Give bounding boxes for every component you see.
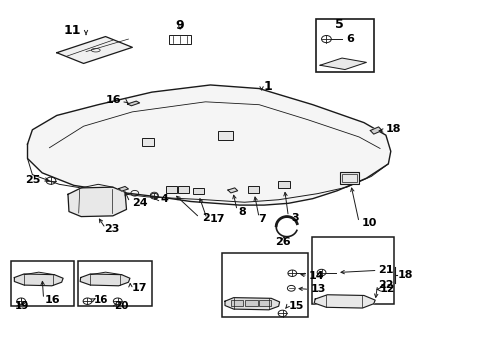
- Text: 9: 9: [176, 19, 184, 32]
- Polygon shape: [314, 295, 374, 308]
- Text: 24: 24: [132, 198, 148, 208]
- Polygon shape: [127, 101, 140, 106]
- Polygon shape: [369, 127, 381, 134]
- Bar: [169, 36, 190, 44]
- Polygon shape: [68, 187, 126, 217]
- Text: 3: 3: [290, 213, 298, 222]
- Polygon shape: [224, 298, 279, 310]
- Text: 16: 16: [44, 295, 60, 305]
- Bar: [221, 253, 308, 317]
- Text: 17: 17: [131, 283, 146, 293]
- Bar: [166, 186, 177, 193]
- Text: 11: 11: [63, 24, 81, 37]
- Text: 18: 18: [385, 124, 401, 134]
- Bar: [193, 188, 203, 194]
- Bar: [316, 19, 373, 72]
- Bar: [245, 300, 257, 306]
- Bar: [230, 300, 243, 306]
- Bar: [341, 174, 356, 182]
- Bar: [78, 261, 152, 306]
- Bar: [259, 300, 271, 306]
- Bar: [339, 172, 358, 184]
- Polygon shape: [80, 274, 130, 286]
- Text: 5: 5: [334, 18, 343, 31]
- Bar: [248, 186, 259, 193]
- Text: 15: 15: [288, 301, 303, 311]
- Text: 7: 7: [258, 214, 265, 224]
- Text: 8: 8: [238, 207, 246, 217]
- Bar: [311, 237, 393, 304]
- Text: 1: 1: [264, 80, 272, 93]
- Polygon shape: [14, 274, 63, 286]
- Polygon shape: [27, 85, 390, 205]
- Text: 22: 22: [378, 280, 393, 290]
- Text: 26: 26: [274, 237, 290, 247]
- Text: 13: 13: [310, 284, 325, 294]
- Text: 16: 16: [106, 95, 122, 105]
- Bar: [142, 138, 154, 145]
- Text: 19: 19: [14, 301, 29, 311]
- Bar: [217, 131, 233, 140]
- Polygon shape: [320, 58, 366, 69]
- Text: 18: 18: [397, 270, 413, 280]
- Bar: [11, 261, 74, 306]
- Bar: [277, 181, 289, 188]
- Text: 21: 21: [378, 265, 393, 275]
- Bar: [178, 186, 188, 193]
- Text: 4: 4: [160, 194, 168, 204]
- Text: 23: 23: [104, 225, 119, 234]
- Polygon shape: [57, 37, 132, 63]
- Text: 20: 20: [114, 301, 128, 311]
- Text: 17: 17: [209, 215, 224, 224]
- Text: 10: 10: [361, 218, 376, 228]
- Text: 6: 6: [345, 34, 353, 44]
- Text: 16: 16: [93, 295, 108, 305]
- Text: 2: 2: [202, 213, 209, 222]
- Text: 12: 12: [379, 284, 394, 294]
- Polygon shape: [119, 186, 128, 191]
- Text: 14: 14: [308, 271, 324, 281]
- Text: 25: 25: [25, 175, 41, 185]
- Polygon shape: [227, 188, 237, 193]
